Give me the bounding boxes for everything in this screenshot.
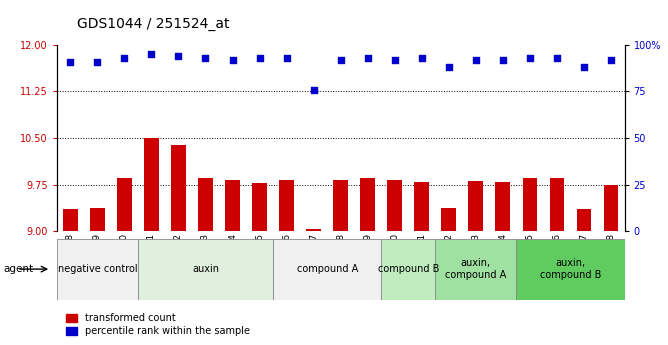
Bar — [117, 178, 132, 231]
Bar — [360, 178, 375, 231]
Text: auxin,
compound B: auxin, compound B — [540, 258, 601, 280]
Bar — [333, 180, 348, 231]
Bar — [144, 138, 159, 231]
Point — [335, 57, 346, 62]
Legend: transformed count, percentile rank within the sample: transformed count, percentile rank withi… — [61, 309, 254, 340]
Bar — [496, 182, 510, 231]
Point — [146, 51, 157, 57]
FancyBboxPatch shape — [273, 239, 381, 299]
Point — [470, 57, 481, 62]
Text: auxin,
compound A: auxin, compound A — [446, 258, 506, 280]
Bar — [468, 181, 484, 231]
Point — [524, 55, 535, 61]
Bar — [414, 182, 430, 231]
Point — [606, 57, 617, 62]
Bar — [171, 146, 186, 231]
Text: auxin: auxin — [192, 264, 219, 274]
FancyBboxPatch shape — [516, 239, 625, 299]
Bar — [576, 209, 591, 231]
Point — [362, 55, 373, 61]
Point — [281, 55, 292, 61]
Point — [498, 57, 508, 62]
Bar — [550, 178, 564, 231]
Bar — [522, 178, 537, 231]
Bar — [63, 209, 77, 231]
Bar — [90, 208, 105, 231]
Point — [227, 57, 238, 62]
FancyBboxPatch shape — [138, 239, 273, 299]
Point — [255, 55, 265, 61]
FancyBboxPatch shape — [436, 239, 516, 299]
Point — [119, 55, 130, 61]
Bar — [442, 208, 456, 231]
Point — [416, 55, 427, 61]
Text: compound A: compound A — [297, 264, 358, 274]
Point — [173, 53, 184, 59]
Point — [309, 87, 319, 92]
Bar — [279, 180, 294, 231]
FancyBboxPatch shape — [57, 239, 138, 299]
Point — [578, 65, 589, 70]
FancyBboxPatch shape — [381, 239, 436, 299]
Point — [552, 55, 562, 61]
Text: negative control: negative control — [57, 264, 137, 274]
Point — [92, 59, 103, 65]
Bar — [387, 180, 402, 231]
Text: GDS1044 / 251524_at: GDS1044 / 251524_at — [77, 17, 229, 31]
Bar — [225, 180, 240, 231]
Point — [200, 55, 211, 61]
Bar — [252, 183, 267, 231]
Bar — [306, 229, 321, 231]
Bar — [604, 185, 619, 231]
Text: agent: agent — [3, 264, 33, 274]
Text: compound B: compound B — [377, 264, 439, 274]
Point — [389, 57, 400, 62]
Point — [444, 65, 454, 70]
Bar — [198, 178, 213, 231]
Point — [65, 59, 75, 65]
